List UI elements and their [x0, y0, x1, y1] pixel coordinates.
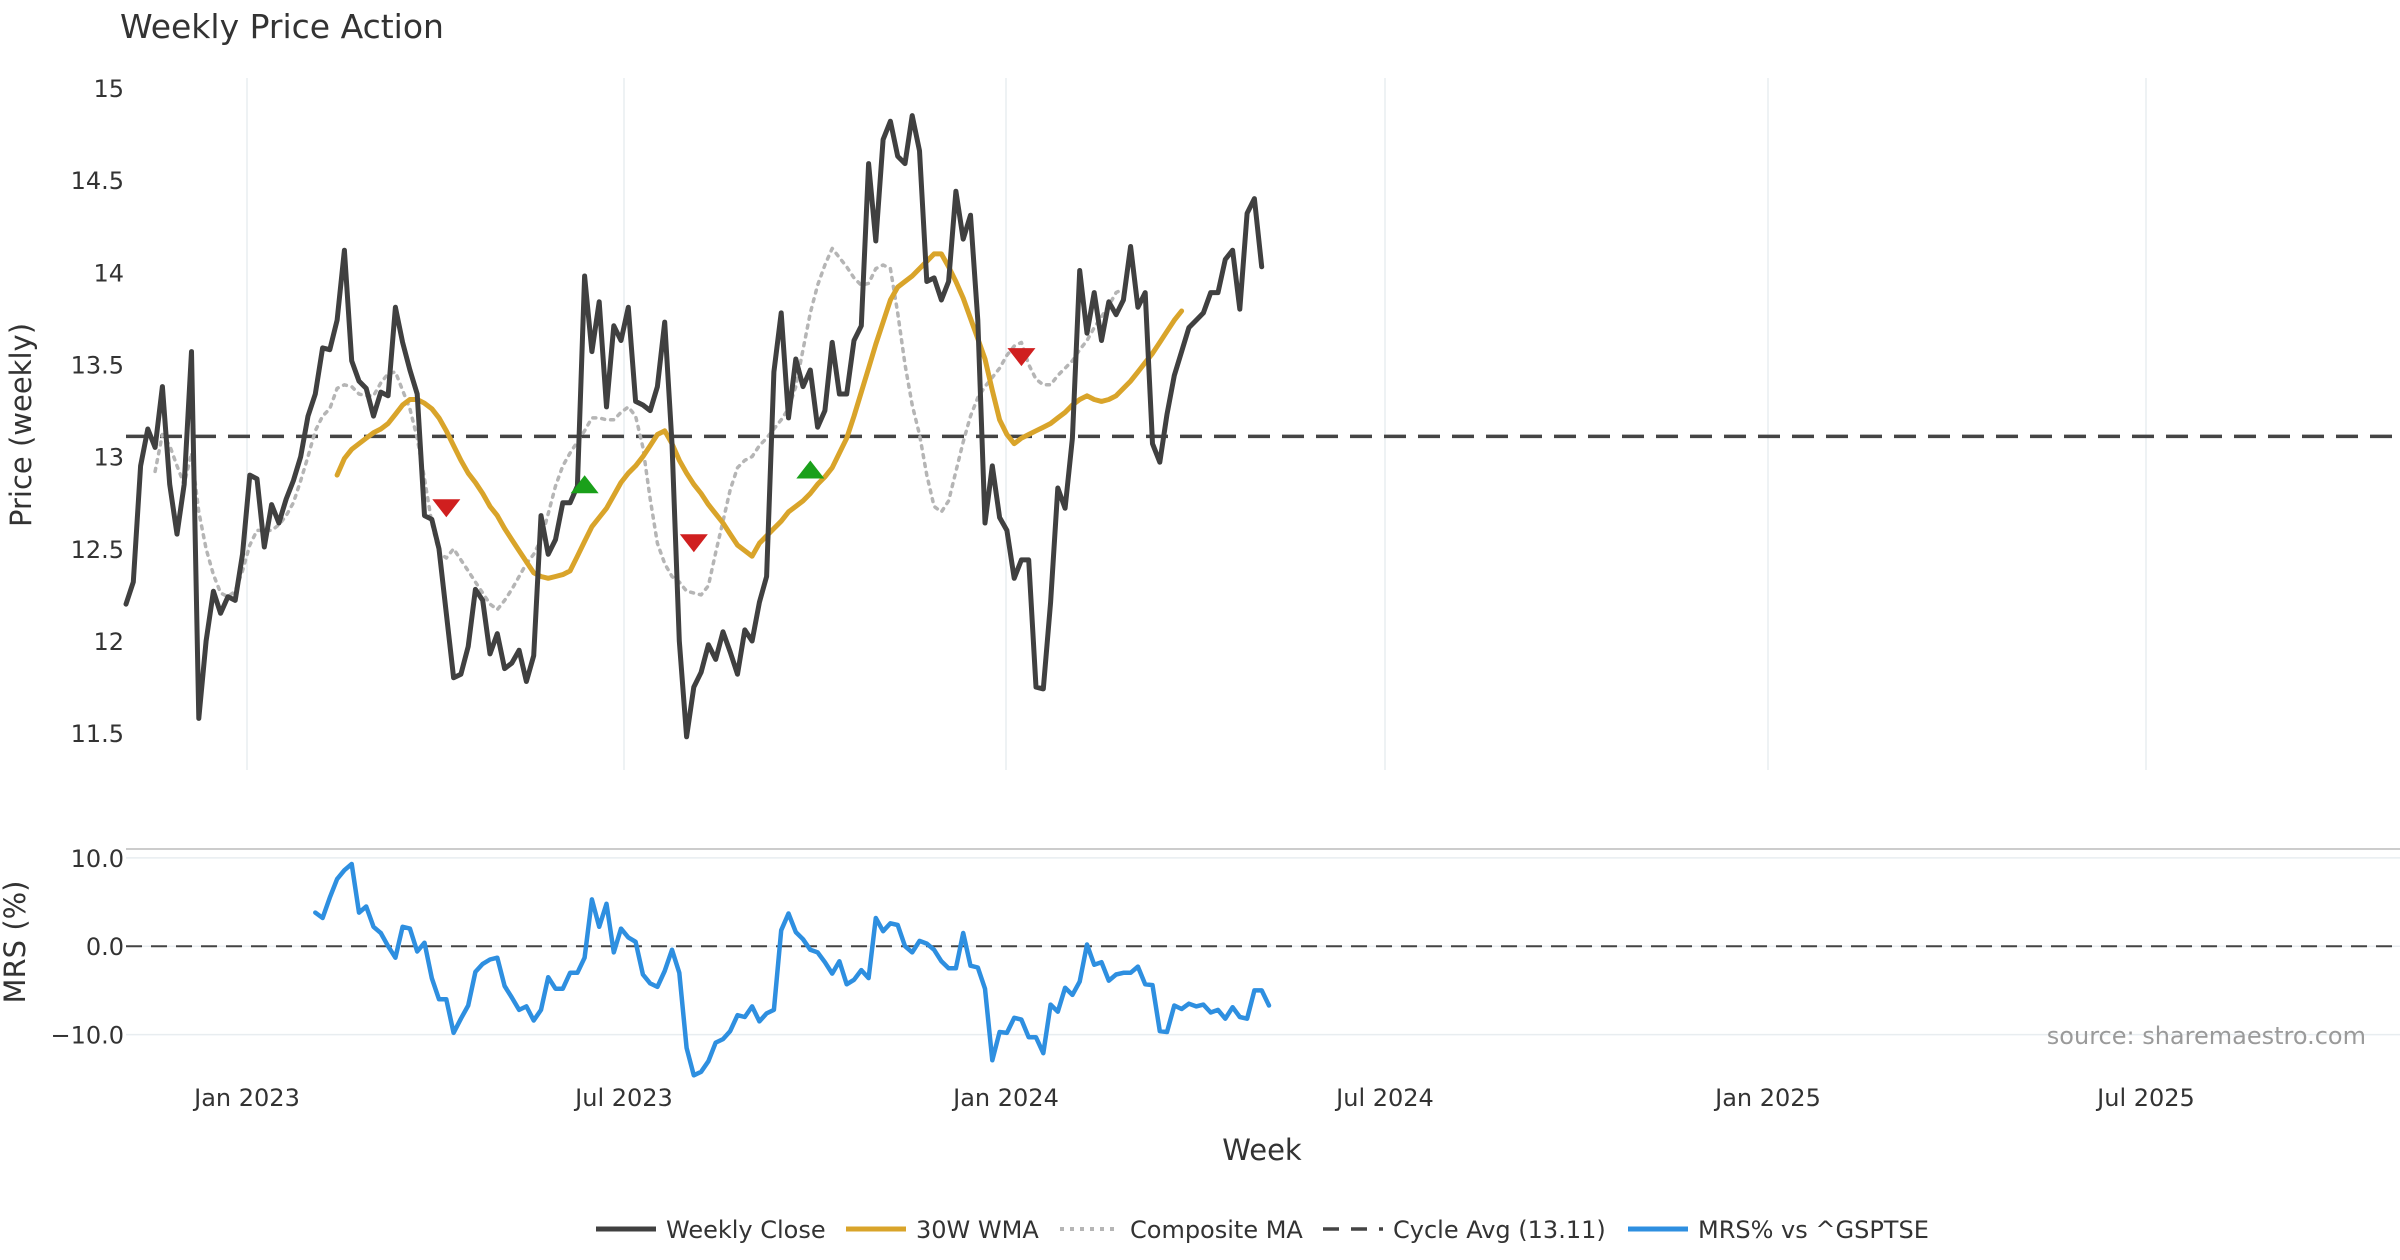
price-y-tick-label: 13 [93, 444, 124, 472]
mrs-y-ticks: 10.0 0.0 −10.0 [50, 845, 124, 1050]
x-tick-label: Jul 2025 [2095, 1084, 2195, 1112]
x-tick-labels: Jan 2023 Jul 2023 Jan 2024 Jul 2024 Jan 2025… [192, 1084, 2195, 1112]
legend-item-composite-ma: Composite MA [1060, 1216, 1303, 1244]
legend-label-30w-wma: 30W WMA [916, 1216, 1039, 1244]
price-y-tick-label: 12.5 [71, 536, 124, 564]
x-tick-label: Jul 2023 [573, 1084, 673, 1112]
price-y-tick-label: 11.5 [71, 720, 124, 748]
price-y-tick-label: 13.5 [71, 351, 124, 379]
mrs-y-tick-label: −10.0 [50, 1022, 124, 1050]
mrs-panel: 10.0 0.0 −10.0 MRS (%) source: sharemaestr… [0, 845, 2400, 1078]
x-tick-label: Jan 2025 [1713, 1084, 1821, 1112]
legend-item-30w-wma: 30W WMA [846, 1216, 1039, 1244]
sell-signal-marker [1007, 348, 1036, 367]
sell-signal-marker [432, 499, 461, 518]
price-y-ticks: 11.5 12 12.5 13 13.5 14 14.5 15 [71, 75, 124, 748]
price-series-composite-ma [153, 246, 1126, 612]
legend-label-weekly-close: Weekly Close [666, 1216, 826, 1244]
price-series-30w-wma [334, 251, 1185, 581]
mrs-series-mrs-vs-gsptse [313, 861, 1272, 1078]
mrs-y-tick-label: 10.0 [71, 845, 124, 873]
price-panel: 11.5 12 12.5 13 13.5 14 14.5 15 Price (weekly) [4, 75, 2400, 770]
signal-markers [432, 348, 1036, 553]
legend-label-mrs: MRS% vs ^GSPTSE [1698, 1216, 1929, 1244]
x-tick-label: Jan 2023 [192, 1084, 300, 1112]
mrs-y-tick-label: 0.0 [86, 933, 124, 961]
price-x-grid [246, 78, 2147, 770]
price-series [123, 113, 1265, 740]
price-series-weekly-close [123, 113, 1265, 740]
price-y-tick-label: 12 [93, 628, 124, 656]
chart-title: Weekly Price Action [120, 7, 444, 46]
source-annotation: source: sharemaestro.com [2047, 1022, 2366, 1050]
x-axis-label: Week [1222, 1133, 1302, 1167]
buy-signal-marker [570, 475, 599, 494]
price-y-tick-label: 15 [93, 75, 124, 103]
buy-signal-marker [796, 460, 825, 479]
legend: Weekly Close 30W WMA Composite MA Cycle … [596, 1216, 1929, 1244]
x-tick-label: Jan 2024 [951, 1084, 1059, 1112]
legend-item-mrs: MRS% vs ^GSPTSE [1628, 1216, 1929, 1244]
price-y-tick-label: 14 [93, 259, 124, 287]
mrs-y-axis-label: MRS (%) [0, 881, 32, 1004]
x-tick-label: Jul 2024 [1334, 1084, 1434, 1112]
sell-signal-marker [679, 534, 708, 553]
price-y-axis-label: Price (weekly) [4, 323, 38, 527]
legend-label-cycle-avg: Cycle Avg (13.11) [1393, 1216, 1606, 1244]
price-y-tick-label: 14.5 [71, 167, 124, 195]
legend-item-cycle-avg: Cycle Avg (13.11) [1323, 1216, 1606, 1244]
mrs-series [313, 861, 1272, 1078]
legend-item-weekly-close: Weekly Close [596, 1216, 826, 1244]
legend-label-composite-ma: Composite MA [1130, 1216, 1303, 1244]
